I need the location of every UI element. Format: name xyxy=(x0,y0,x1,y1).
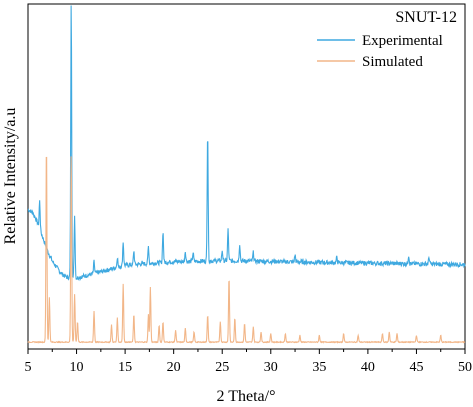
legend-label-simulated: Simulated xyxy=(362,54,423,70)
series-line-experimental xyxy=(27,5,466,282)
x-tick-label: 35 xyxy=(312,360,326,375)
x-tick-label: 20 xyxy=(167,360,181,375)
x-tick-label: 40 xyxy=(361,360,375,375)
y-axis-title: Relative Intensity/a.u xyxy=(2,108,19,245)
x-tick-label: 50 xyxy=(458,360,472,375)
x-tick-label: 10 xyxy=(70,360,84,375)
series-line-simulated xyxy=(27,156,466,344)
legend-label-experimental: Experimental xyxy=(362,33,443,49)
legend: Experimental Simulated xyxy=(317,33,443,70)
x-tick-layer: 5 10 15 20 25 30 35 40 45 50 xyxy=(25,349,472,375)
x-tick-label: 30 xyxy=(264,360,278,375)
x-tick-label: 25 xyxy=(215,360,229,375)
plot-title: SNUT-12 xyxy=(395,9,457,26)
x-tick-label: 45 xyxy=(409,360,423,375)
x-axis-title: 2 Theta/° xyxy=(217,388,276,405)
x-tick-label: 15 xyxy=(118,360,132,375)
series-layer xyxy=(27,5,466,344)
x-tick-label: 5 xyxy=(25,360,32,375)
